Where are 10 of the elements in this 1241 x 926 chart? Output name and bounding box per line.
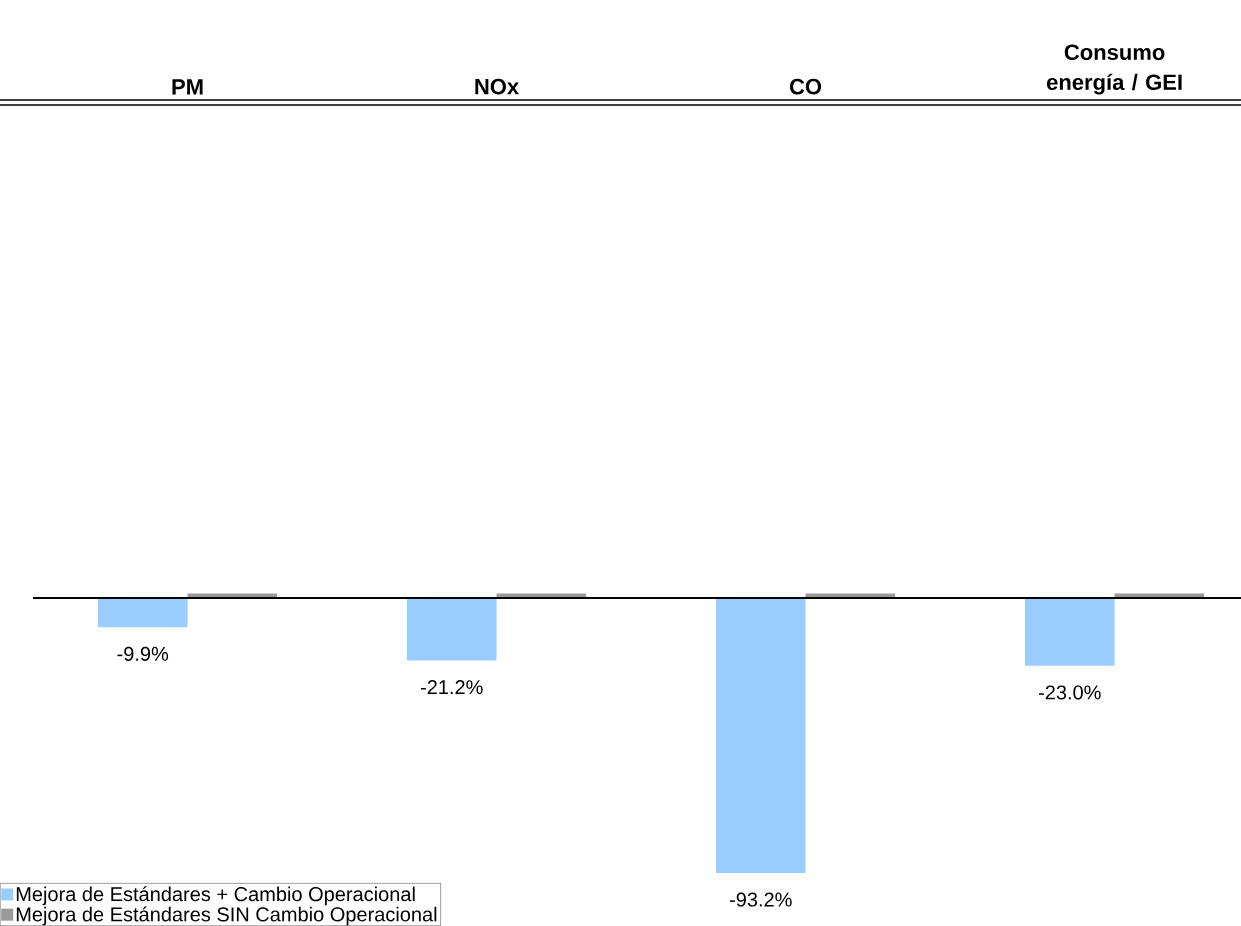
- data-label: -23.0%: [1038, 685, 1101, 700]
- x-tick-label: Consumo energía / GEI: [1046, 44, 1182, 95]
- data-label: -93.2%: [729, 892, 792, 907]
- legend-label: Mejora de Estándares + Cambio Operacional: [16, 886, 415, 906]
- legend-label: Mejora de Estándares SIN Cambio Operacional: [16, 906, 437, 926]
- x-tick-label: CO: [789, 78, 822, 95]
- data-label: -9.9%: [117, 646, 169, 661]
- x-tick-label: PM: [172, 79, 203, 95]
- x-tick-label: NOx: [475, 78, 519, 95]
- data-label: -21.2%: [420, 680, 483, 695]
